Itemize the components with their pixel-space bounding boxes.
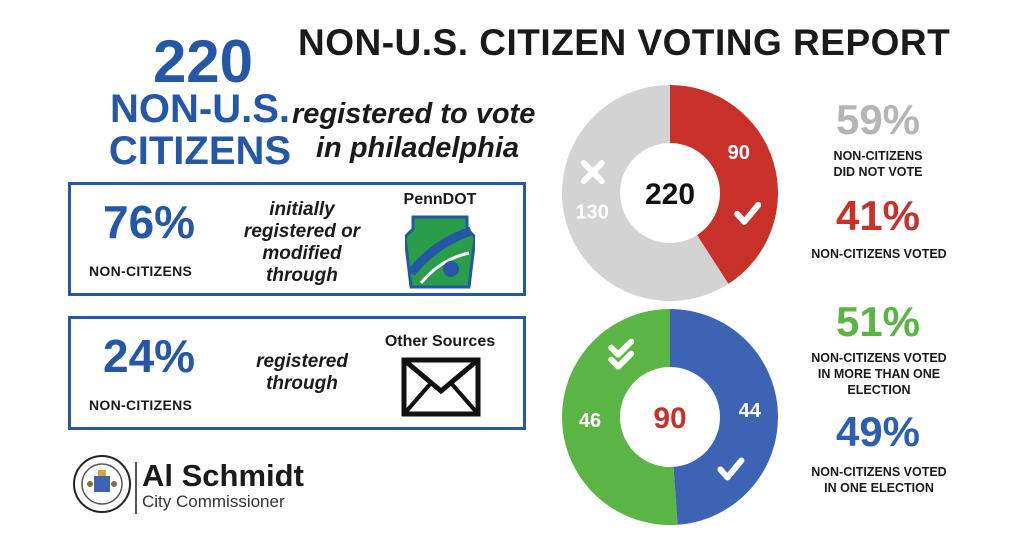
other-percent: 24% <box>103 330 196 382</box>
penndot-desc-1: initially <box>269 199 335 220</box>
headline-line2: CITIZENS <box>108 129 292 173</box>
other-source-label: Other Sources <box>384 333 496 350</box>
one-election-caption: NON-CITIZENS VOTED IN ONE ELECTION <box>784 464 974 496</box>
did-not-vote-line2: DID NOT VOTE <box>833 165 923 179</box>
multi-election-line1: NON-CITIZENS VOTED <box>811 351 947 365</box>
cross-icon <box>570 150 615 195</box>
multi-election-line2: IN MORE THAN ONE <box>817 367 941 381</box>
footer-role: City Commissioner <box>142 492 285 511</box>
donut-chart-elections: 44 46 90 <box>562 309 779 525</box>
slice-value-label: 130 <box>576 202 609 224</box>
donut-center-label: 220 <box>645 178 695 211</box>
penndot-desc-4: through <box>266 265 338 286</box>
page-title: NON-U.S. CITIZEN VOTING REPORT <box>298 22 951 63</box>
penndot-logo-icon <box>405 215 475 289</box>
penndot-description: initially registered or modified through <box>231 199 373 287</box>
headline-line1: NON-U.S. <box>110 87 290 131</box>
slice-value-label: 46 <box>579 410 601 432</box>
voted-caption: NON-CITIZENS VOTED <box>811 247 947 261</box>
did-not-vote-line1: NON-CITIZENS <box>833 149 923 163</box>
registered-line2: in philadelphia <box>316 132 520 164</box>
other-description: registered through <box>231 351 373 395</box>
penndot-percent: 76% <box>103 196 196 248</box>
one-election-line2: IN ONE ELECTION <box>824 481 934 495</box>
penndot-box: 76% NON-CITIZENS initially registered or… <box>68 182 526 296</box>
donut-center-label: 90 <box>653 402 686 435</box>
one-election-percent: 49% <box>835 408 921 455</box>
other-noncitizens-label: NON-CITIZENS <box>89 397 193 413</box>
did-not-vote-percent: 59% <box>835 96 921 143</box>
registered-line1: registered to vote <box>292 98 536 130</box>
check-icon <box>708 447 753 492</box>
footer-divider <box>135 462 137 514</box>
multi-election-percent: 51% <box>835 298 921 345</box>
one-election-line1: NON-CITIZENS VOTED <box>811 465 947 479</box>
city-seal-icon <box>73 455 131 513</box>
multi-election-line3: ELECTION <box>847 383 911 397</box>
penndot-source-label: PennDOT <box>403 191 477 208</box>
donut-chart-voted: 90 130 220 <box>562 85 778 301</box>
check-icon <box>725 191 770 236</box>
headline-count: 220 <box>152 28 254 95</box>
multi-election-caption: NON-CITIZENS VOTED IN MORE THAN ONE ELEC… <box>784 350 974 398</box>
donut-slice-46 <box>562 309 678 525</box>
slice-value-label: 44 <box>739 400 762 422</box>
penndot-noncitizens-label: NON-CITIZENS <box>89 263 193 279</box>
did-not-vote-caption: NON-CITIZENS DID NOT VOTE <box>790 148 966 180</box>
donut-slice-130 <box>562 85 729 301</box>
other-sources-box: 24% NON-CITIZENS registered through Othe… <box>68 316 526 430</box>
slice-value-label: 90 <box>728 142 750 164</box>
penndot-desc-3: modified <box>262 243 342 264</box>
other-desc-1: registered <box>256 351 348 372</box>
voted-percent: 41% <box>835 192 921 239</box>
footer-name: Al Schmidt <box>142 458 304 493</box>
penndot-desc-2: registered or <box>243 221 361 242</box>
double-check-icon <box>599 331 644 376</box>
envelope-icon <box>401 357 481 417</box>
other-desc-2: through <box>266 373 338 394</box>
